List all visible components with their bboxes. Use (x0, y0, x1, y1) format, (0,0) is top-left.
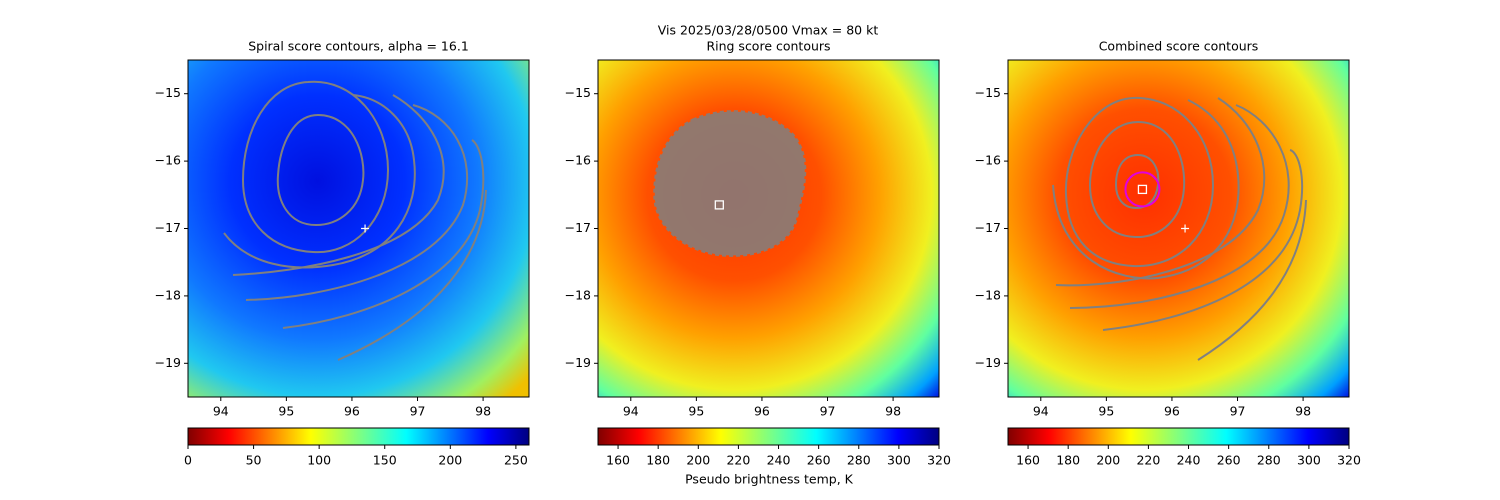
y-tick-label: −19 (975, 355, 1001, 370)
colorbar-label: Pseudo brightness temp, K (685, 472, 854, 487)
colorbar (187, 427, 530, 446)
x-tick-label: 94 (1033, 404, 1049, 419)
x-tick-label: 97 (1230, 404, 1246, 419)
marker-plus (361, 224, 370, 233)
colorbar-tick-label: 220 (1136, 453, 1160, 468)
x-tick-label: 94 (213, 404, 229, 419)
marker-square (714, 200, 724, 210)
y-tick-label: −16 (155, 153, 181, 168)
y-tick-label: −19 (155, 355, 181, 370)
colorbar-tick-label: 200 (686, 453, 710, 468)
panel-title: Spiral score contours, alpha = 16.1 (248, 39, 469, 54)
colorbar-tick-label: 280 (1257, 453, 1281, 468)
y-tick-label: −18 (975, 287, 1001, 302)
x-tick-label: 95 (278, 404, 294, 419)
suptitle: Vis 2025/03/28/0500 Vmax = 80 kt (658, 23, 879, 38)
y-tick-label: −17 (565, 220, 591, 235)
y-tick-label: −16 (565, 153, 591, 168)
y-tick-label: −15 (975, 85, 1001, 100)
y-tick-label: −17 (155, 220, 181, 235)
x-tick-label: 98 (885, 404, 901, 419)
colorbar-tick-label: 260 (807, 453, 831, 468)
colorbar-tick-label: 200 (1096, 453, 1120, 468)
marker-ring (1124, 171, 1161, 208)
marker-square (1137, 184, 1148, 195)
colorbar-tick-label: 260 (1217, 453, 1241, 468)
colorbar-tick-label: 180 (646, 453, 670, 468)
colorbar-tick-label: 160 (606, 453, 630, 468)
colorbar-tick-label: 240 (767, 453, 791, 468)
y-tick-label: −16 (975, 153, 1001, 168)
colorbar-tick-label: 50 (246, 453, 262, 468)
y-tick-label: −15 (155, 85, 181, 100)
x-tick-label: 95 (688, 404, 704, 419)
x-tick-label: 98 (1295, 404, 1311, 419)
panel-title: Combined score contours (1099, 39, 1259, 54)
colorbar-tick-label: 150 (373, 453, 397, 468)
x-tick-label: 96 (1164, 404, 1180, 419)
panel-image (598, 60, 939, 397)
colorbar-tick-label: 220 (726, 453, 750, 468)
colorbar-tick-label: 180 (1056, 453, 1080, 468)
colorbar (1007, 427, 1350, 446)
panel-image (1008, 60, 1349, 397)
x-tick-label: 98 (475, 404, 491, 419)
y-tick-label: −19 (565, 355, 591, 370)
colorbar-tick-label: 160 (1016, 453, 1040, 468)
y-tick-label: −18 (155, 287, 181, 302)
marker-plus (1181, 224, 1190, 233)
x-tick-label: 97 (820, 404, 836, 419)
colorbar-tick-label: 250 (504, 453, 528, 468)
x-tick-label: 95 (1098, 404, 1114, 419)
colorbar-tick-label: 300 (1297, 453, 1321, 468)
colorbar-tick-label: 100 (307, 453, 331, 468)
y-tick-label: −17 (975, 220, 1001, 235)
panel-title: Ring score contours (706, 39, 830, 54)
y-tick-label: −15 (565, 85, 591, 100)
colorbar-tick-label: 240 (1177, 453, 1201, 468)
x-tick-label: 96 (754, 404, 770, 419)
colorbar-tick-label: 300 (887, 453, 911, 468)
colorbar-tick-label: 320 (1337, 453, 1361, 468)
colorbar-tick-label: 320 (927, 453, 951, 468)
colorbar-tick-label: 0 (184, 453, 192, 468)
y-tick-label: −18 (565, 287, 591, 302)
colorbar-tick-label: 280 (847, 453, 871, 468)
x-tick-label: 94 (623, 404, 639, 419)
x-tick-label: 96 (344, 404, 360, 419)
colorbar (597, 427, 940, 446)
x-tick-label: 97 (410, 404, 426, 419)
panel-image (188, 60, 529, 397)
colorbar-tick-label: 200 (438, 453, 462, 468)
